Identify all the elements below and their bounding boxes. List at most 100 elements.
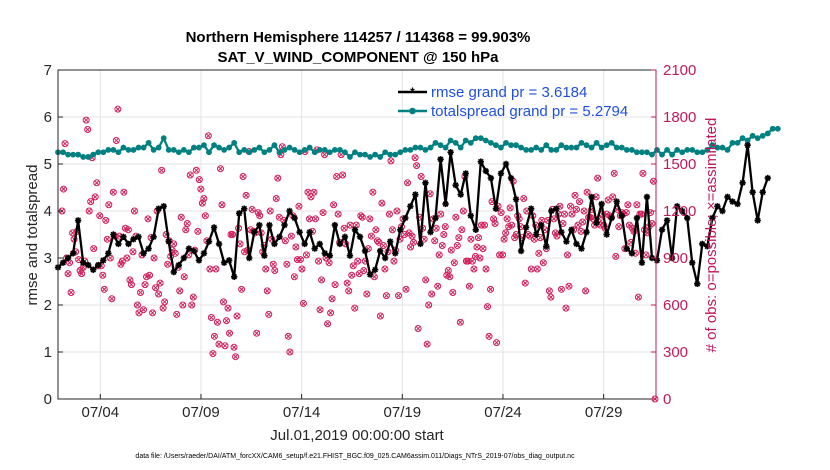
obs-assimilated-marker <box>272 268 277 273</box>
obs-assimilated-marker <box>535 266 540 272</box>
obs-point <box>508 221 516 229</box>
obs-assimilated-marker <box>364 291 369 297</box>
obs-assimilated-marker <box>613 254 618 259</box>
totalspread-point <box>679 149 686 156</box>
obs-possible-marker <box>422 276 430 284</box>
rmse-point <box>311 245 318 252</box>
rmse-point <box>538 221 545 229</box>
obs-possible-marker <box>283 260 291 268</box>
obs-point <box>499 251 507 259</box>
obs-assimilated-marker <box>219 202 225 207</box>
obs-possible-marker <box>366 215 374 223</box>
obs-assimilated-marker <box>482 222 487 228</box>
obs-assimilated-marker <box>624 210 629 215</box>
obs-point <box>109 188 117 196</box>
obs-assimilated-marker <box>453 215 458 220</box>
obs-point <box>64 270 72 278</box>
obs-assimilated-marker <box>491 216 496 221</box>
rmse-point <box>658 226 666 233</box>
rmse-point <box>74 217 82 224</box>
totalspread-point <box>85 154 92 160</box>
obs-assimilated-marker <box>138 290 143 295</box>
rmse-point <box>734 200 741 208</box>
obs-assimilated-marker <box>483 266 489 272</box>
totalspread-point <box>704 147 711 153</box>
obs-assimilated-marker <box>239 287 244 292</box>
totalspread-point <box>482 137 489 144</box>
obs-point <box>440 231 448 238</box>
obs-point <box>155 290 163 298</box>
obs-assimilated-marker <box>76 257 81 262</box>
obs-point <box>547 293 555 301</box>
obs-assimilated-marker <box>150 310 155 315</box>
obs-point <box>171 249 179 257</box>
rmse-point <box>266 221 273 229</box>
obs-possible-marker <box>93 179 101 187</box>
obs-assimilated-marker <box>415 326 421 331</box>
obs-point <box>90 245 98 253</box>
obs-possible-marker <box>470 265 478 273</box>
rmse-point <box>371 266 379 273</box>
obs-possible-marker <box>67 288 75 296</box>
obs-point <box>238 285 246 293</box>
totalspread-point <box>216 144 222 151</box>
obs-possible-marker <box>299 299 307 307</box>
totalspread-point <box>628 147 635 153</box>
totalspread-point <box>372 151 379 158</box>
obs-possible-marker <box>474 234 482 242</box>
obs-possible-marker <box>339 171 347 179</box>
obs-point <box>124 226 132 234</box>
obs-assimilated-marker <box>494 340 499 345</box>
obs-possible-marker <box>493 339 501 347</box>
obs-possible-marker <box>124 226 132 234</box>
obs-point <box>177 213 185 221</box>
right-y-tick-label: 0 <box>663 391 671 408</box>
obs-assimilated-marker <box>222 343 228 348</box>
totalspread-point <box>246 149 253 156</box>
obs-possible-marker <box>120 188 128 196</box>
totalspread-point <box>503 139 509 146</box>
obs-assimilated-marker <box>277 215 282 220</box>
obs-point <box>327 309 335 317</box>
obs-assimilated-marker <box>355 258 360 264</box>
obs-point <box>325 259 333 267</box>
obs-point <box>256 212 264 220</box>
obs-assimilated-marker <box>373 227 379 232</box>
obs-point <box>287 232 295 240</box>
rmse-point <box>296 228 303 236</box>
totalspread-point <box>593 139 600 146</box>
obs-point <box>579 218 587 226</box>
obs-possible-marker <box>387 157 395 165</box>
obs-possible-marker <box>242 191 250 199</box>
obs-possible-marker <box>428 290 436 298</box>
obs-possible-marker <box>248 205 256 213</box>
rmse-point <box>492 205 500 212</box>
obs-possible-marker <box>476 254 484 262</box>
obs-assimilated-marker <box>94 180 99 185</box>
obs-point <box>207 314 215 322</box>
rmse-point <box>759 189 766 196</box>
rmse-point <box>261 252 268 259</box>
obs-possible-marker <box>149 309 157 317</box>
obs-possible-marker <box>378 199 386 207</box>
obs-possible-marker <box>452 213 460 221</box>
obs-possible-marker <box>312 215 320 223</box>
obs-assimilated-marker <box>429 291 434 297</box>
obs-assimilated-marker <box>311 190 317 195</box>
obs-point <box>100 285 108 293</box>
rmse-point <box>603 231 610 238</box>
obs-possible-marker <box>146 271 154 279</box>
obs-point <box>315 257 323 265</box>
obs-assimilated-marker <box>636 295 641 300</box>
totalspread-point <box>563 144 570 151</box>
obs-point <box>305 215 313 223</box>
obs-point <box>133 301 141 309</box>
totalspread-point <box>407 147 414 153</box>
obs-possible-marker <box>349 262 357 270</box>
obs-point <box>417 173 425 181</box>
obs-point <box>67 288 75 296</box>
rmse-point <box>628 250 636 257</box>
obs-assimilated-marker <box>317 307 323 312</box>
totalspread-point <box>105 147 112 153</box>
obs-assimilated-marker <box>461 208 466 214</box>
